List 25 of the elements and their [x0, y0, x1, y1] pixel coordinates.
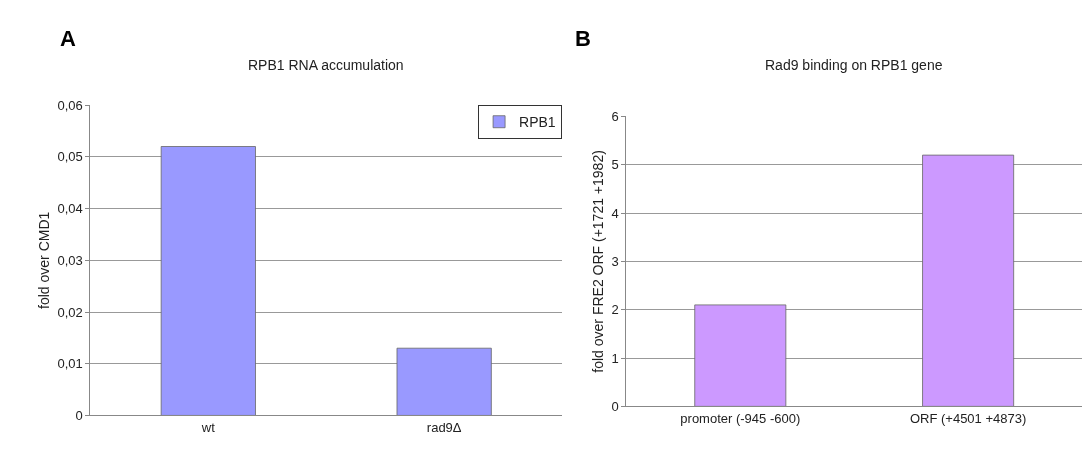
y-axis-title: fold over CMD1 [36, 211, 53, 309]
y-tick-label: 0,06 [57, 97, 83, 113]
legend-label: RPB1 [519, 114, 556, 131]
y-tick-label: 3 [611, 253, 619, 269]
y-tick-label: 0,04 [57, 201, 83, 217]
text: A [60, 26, 76, 51]
y-tick-label: 0,03 [57, 252, 83, 268]
y-tick-label: 0 [75, 407, 83, 423]
chart-title: Rad9 binding on RPB1 gene [765, 57, 943, 73]
y-tick-label: 5 [611, 157, 619, 173]
y-tick-label: 6 [611, 109, 619, 125]
x-tick-label: ORF (+4501 +4873) [909, 410, 1027, 426]
y-tick-label: 0,01 [57, 356, 83, 372]
y-tick-label: 2 [611, 302, 619, 318]
y-tick-label: 4 [611, 205, 619, 221]
y-tick-label: 1 [611, 350, 619, 366]
text: B [575, 26, 591, 51]
y-axis-title: fold over FRE2 ORF (+1721 +1982) [590, 150, 607, 373]
x-tick-label: promoter (-945 -600) [680, 410, 801, 426]
chart-title: RPB1 RNA accumulation [248, 57, 404, 73]
x-tick-label: wt [200, 420, 216, 436]
y-tick-label: 0 [611, 398, 619, 414]
y-tick-label: 0,05 [57, 149, 83, 165]
y-tick-label: 0,02 [57, 304, 83, 320]
x-tick-label: rad9Δ [426, 420, 462, 436]
